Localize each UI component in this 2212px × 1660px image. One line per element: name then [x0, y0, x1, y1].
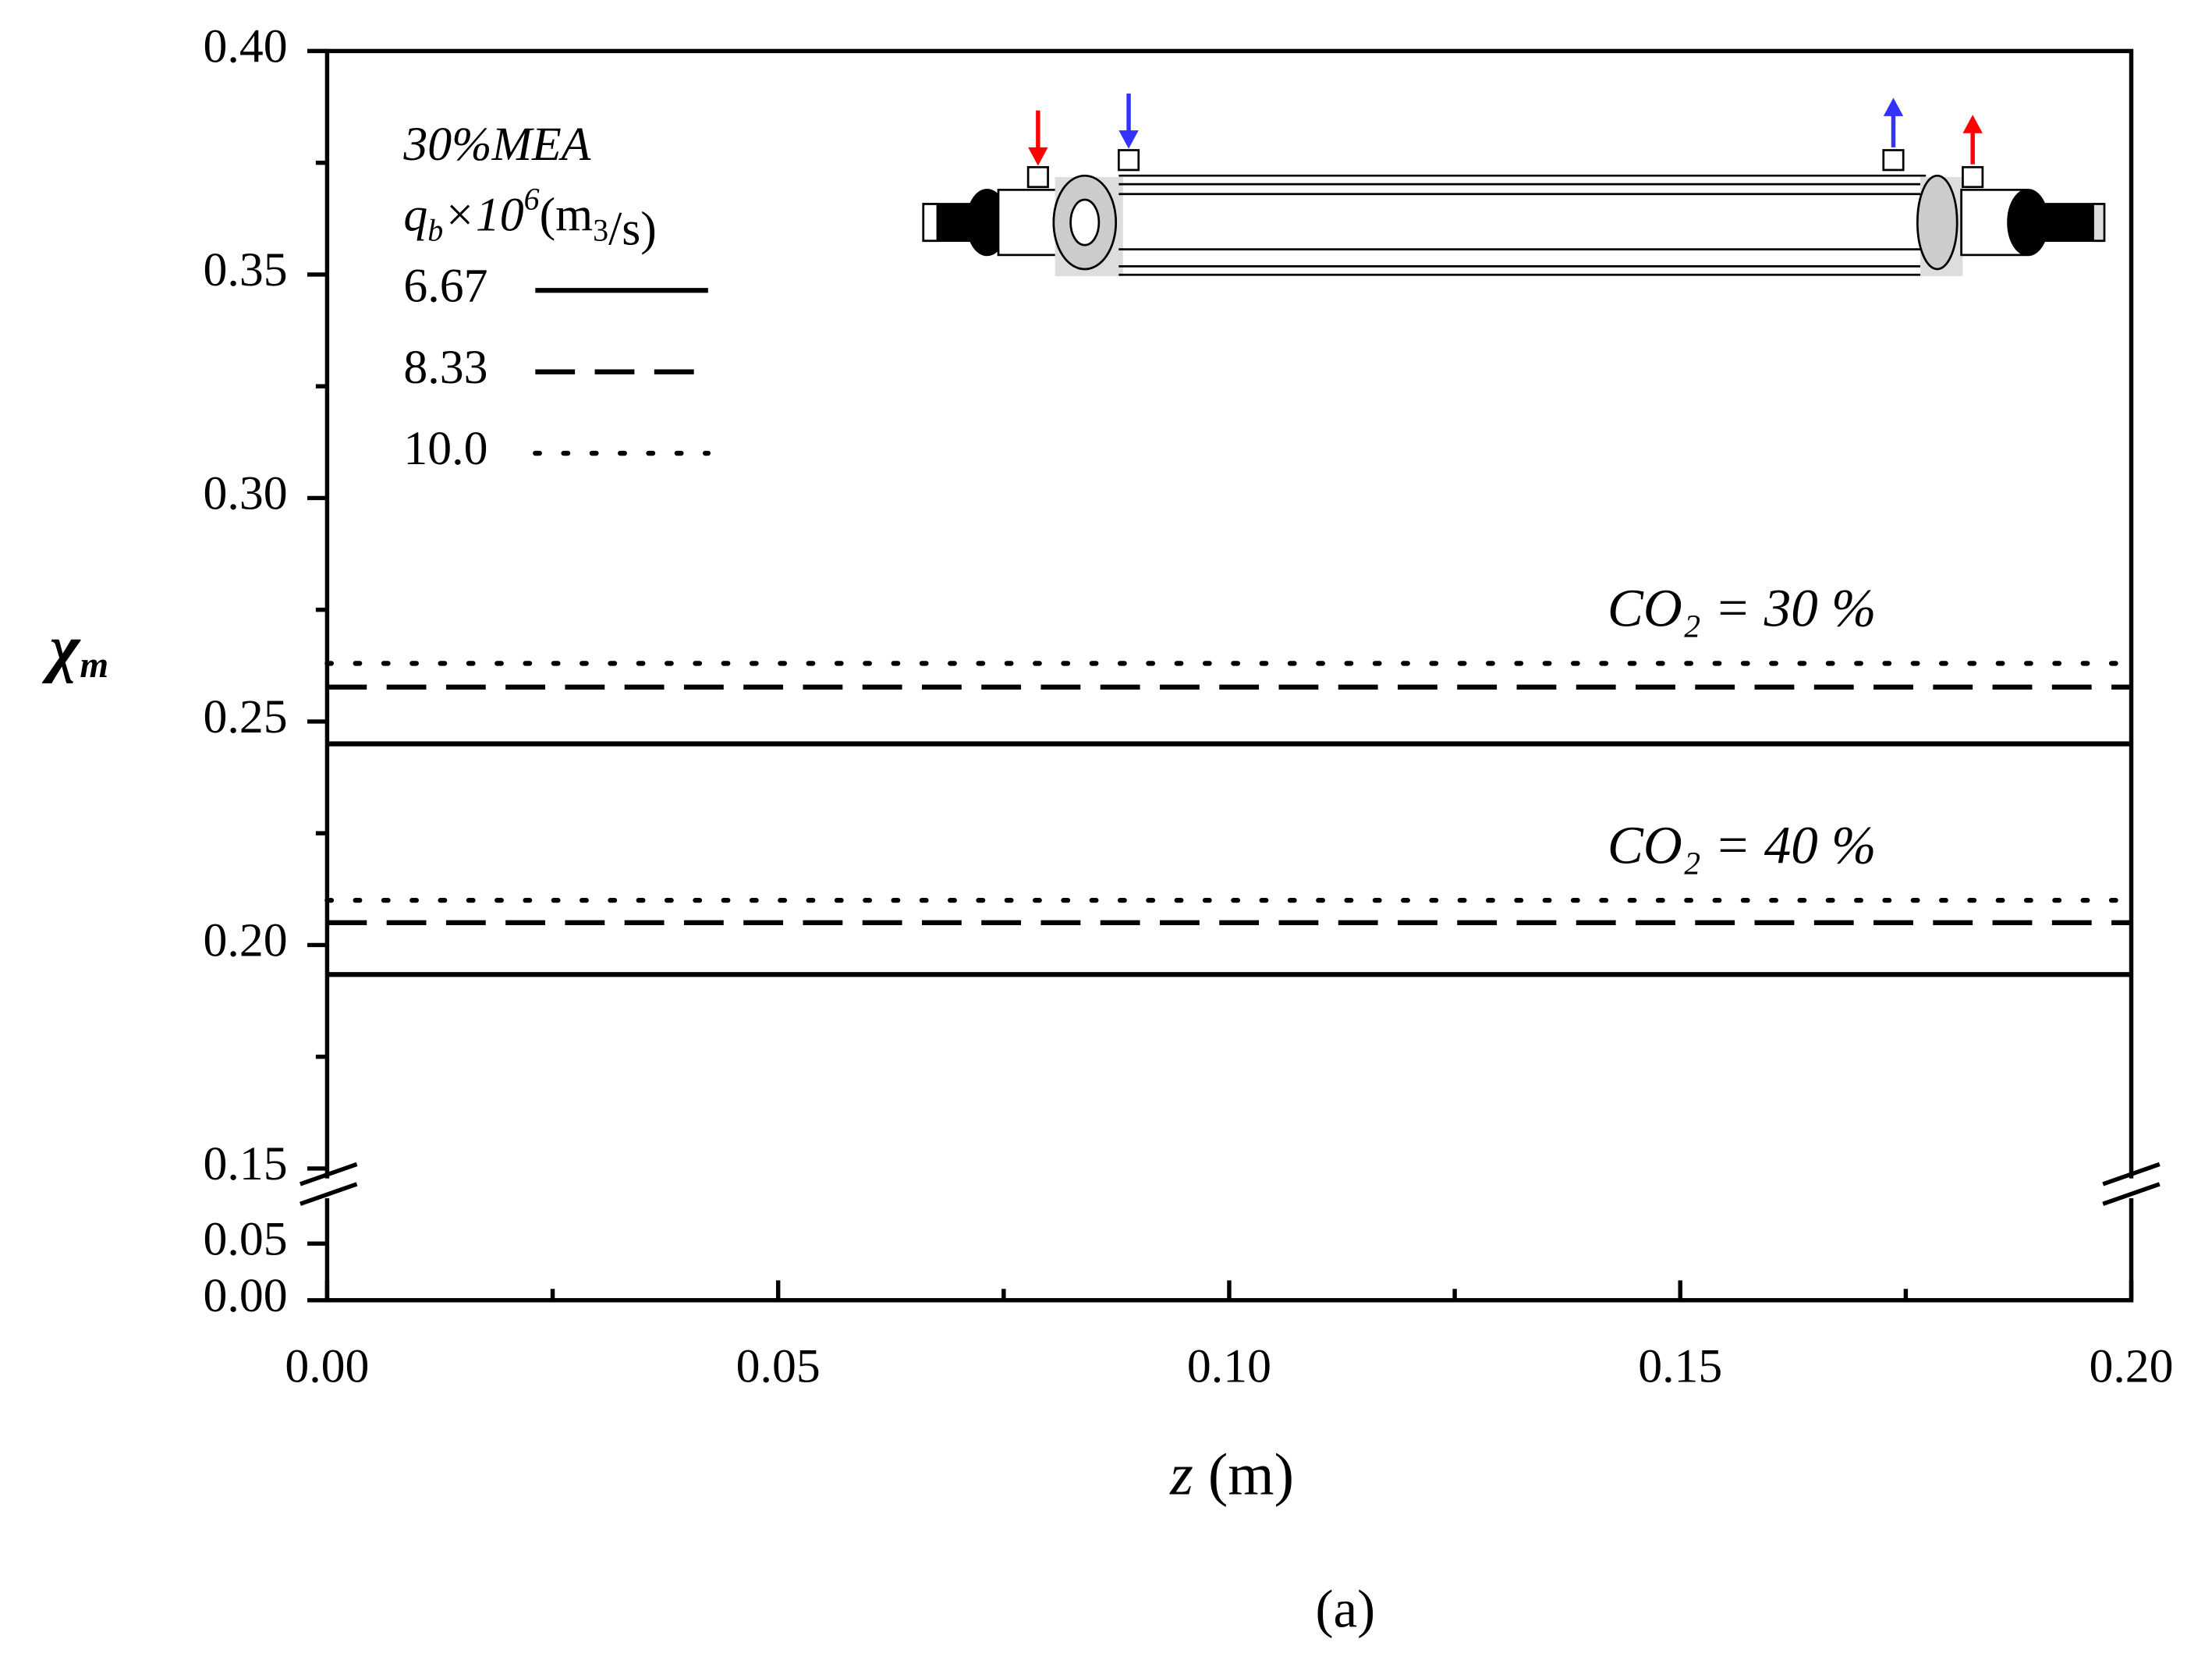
y-tick-label: 0.00 [204, 1269, 288, 1322]
annotation: CO₂ = 40 % [1608, 815, 1877, 874]
x-tick-label: 0.10 [1187, 1340, 1271, 1393]
y-tick-label: 0.30 [204, 467, 288, 520]
x-tick-label: 0.05 [736, 1340, 821, 1393]
x-axis-title-part: z [1169, 1442, 1193, 1507]
membrane-contactor-diagram [922, 149, 2106, 277]
y-axis-title: χm [42, 612, 109, 686]
legend-title-part: /s) [608, 203, 657, 256]
y-tick-label: 0.20 [204, 914, 288, 967]
legend-label: 8.33 [403, 341, 487, 394]
y-tick-label: 0.35 [204, 243, 288, 296]
legend-title-part: 6 [524, 182, 540, 217]
y-axis-title-part: χ [42, 612, 82, 684]
annotation: CO₂ = 30 % [1608, 579, 1877, 638]
legend-label: 10.0 [403, 422, 487, 475]
axis-break-marks [300, 1162, 2161, 1206]
flow-arrows [1028, 93, 1983, 166]
y-tick-label: 0.05 [204, 1212, 288, 1265]
legend-label: 6.67 [403, 259, 487, 312]
legend-title-part: 3 [593, 213, 608, 248]
y-axis-title-part: m [80, 645, 108, 686]
y-tick-label: 0.25 [204, 690, 288, 743]
x-axis-title: z (m) [1169, 1442, 1294, 1507]
legend-title-part: b [427, 213, 443, 248]
legend-title-part: (m [540, 189, 594, 242]
legend-title-part: q [403, 189, 427, 242]
y-tick-label: 0.40 [204, 20, 288, 73]
caption: (a) [1316, 1580, 1376, 1639]
legend-title: 30%MEA [402, 118, 590, 171]
x-tick-label: 0.15 [1638, 1340, 1722, 1393]
legend-title-part: ×10 [443, 189, 524, 242]
x-tick-label: 0.20 [2090, 1340, 2174, 1393]
x-axis-title-part: (m) [1193, 1442, 1294, 1507]
y-tick-label: 0.15 [204, 1137, 288, 1190]
x-tick-label: 0.00 [285, 1340, 369, 1393]
legend-title: qb×106(m3/s) [403, 182, 656, 256]
